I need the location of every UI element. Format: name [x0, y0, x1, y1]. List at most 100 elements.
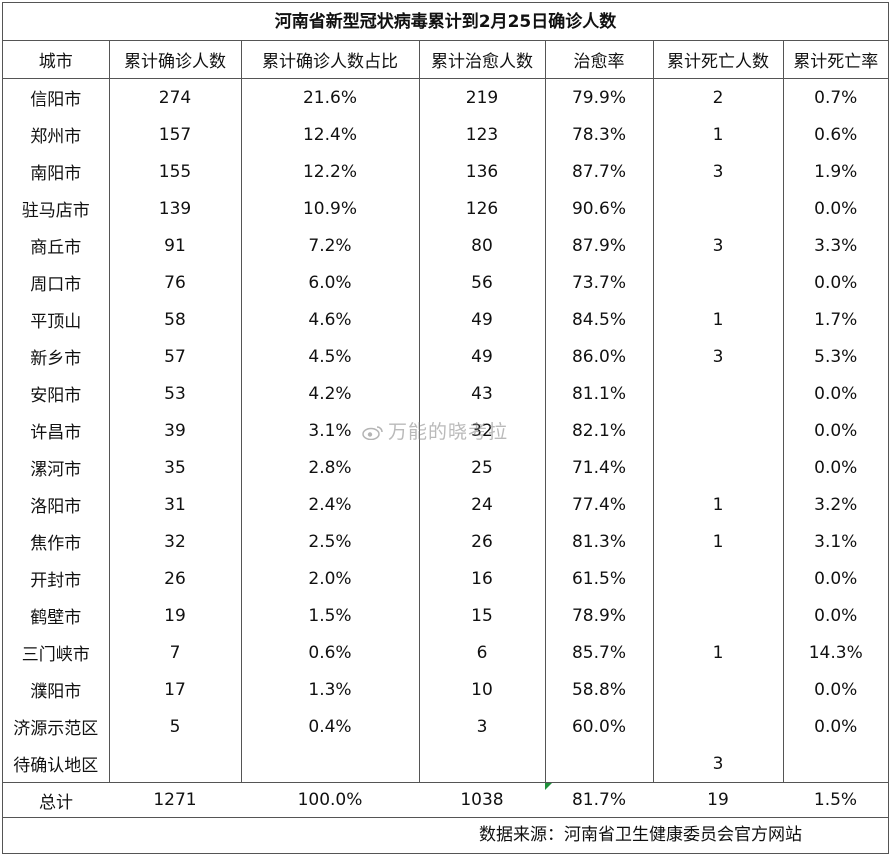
cell-confirmed: 53	[109, 375, 242, 412]
cell-cured: 126	[419, 190, 546, 227]
table-row: 许昌市 39 3.1% 32 82.1% 0.0%	[3, 412, 888, 449]
cell-cured: 6	[419, 634, 546, 671]
cell-deaths: 1	[653, 116, 784, 153]
cell-cured	[419, 745, 546, 783]
cell-confirmed: 5	[109, 708, 242, 745]
cell-death-rate: 14.3%	[808, 642, 863, 663]
cell-deaths: 1	[653, 486, 784, 523]
table-row: 南阳市 155 12.2% 136 87.7% 3 1.9%	[3, 153, 888, 190]
cell-city: 洛阳市	[3, 486, 110, 523]
total-label: 总计	[3, 782, 109, 818]
cell-confirmed: 26	[109, 560, 242, 597]
cell-deaths: 1	[653, 301, 784, 338]
cell-cured: 80	[419, 227, 546, 264]
cell-cure-rate: 90.6%	[545, 190, 654, 227]
header-confirmed-share: 累计确诊人数占比	[241, 41, 420, 79]
cell-cured: 10	[419, 671, 546, 708]
cell-city: 新乡市	[3, 338, 110, 375]
table-row: 安阳市 53 4.2% 43 81.1% 0.0%	[3, 375, 888, 412]
cell-cured: 15	[419, 597, 546, 634]
cell-death-rate: 0.0%	[814, 679, 858, 700]
cell-cure-rate: 73.7%	[545, 264, 654, 301]
cell-death-rate: 0.0%	[814, 716, 858, 737]
table-row: 鹤壁市 19 1.5% 15 78.9% 0.0%	[3, 597, 888, 634]
table-row: 济源示范区 5 0.4% 3 60.0% 0.0%	[3, 708, 888, 745]
cell-confirmed: 32	[109, 523, 242, 560]
cell-death-rate	[783, 745, 888, 783]
cell-cure-rate: 86.0%	[545, 338, 654, 375]
cell-confirmed-share: 1.3%	[241, 671, 420, 708]
data-table: 城市 累计确诊人数 累计确诊人数占比 累计治愈人数 治愈率 累计死亡人数 累计死…	[3, 41, 888, 818]
cell-death-rate: 1.9%	[814, 161, 858, 182]
cell-confirmed: 39	[109, 412, 242, 449]
total-confirmed-share: 100.0%	[241, 782, 419, 818]
table-row: 焦作市 32 2.5% 26 81.3% 1 3.1%	[3, 523, 888, 560]
cell-death-rate: 0.0%	[814, 605, 858, 626]
header-row: 城市 累计确诊人数 累计确诊人数占比 累计治愈人数 治愈率 累计死亡人数 累计死…	[3, 41, 888, 79]
cell-deaths	[653, 708, 784, 745]
cell-cure-rate: 60.0%	[545, 708, 654, 745]
cell-cure-rate	[545, 745, 654, 783]
cell-deaths	[653, 597, 784, 634]
cell-confirmed-share: 4.5%	[241, 338, 420, 375]
cell-deaths: 1	[653, 523, 784, 560]
cell-confirmed: 274	[109, 78, 242, 116]
cell-death-rate: 0.0%	[814, 383, 858, 404]
header-confirmed: 累计确诊人数	[109, 41, 242, 79]
cell-death-rate: 0.0%	[814, 568, 858, 589]
cell-cured: 49	[419, 301, 546, 338]
cell-cure-rate: 82.1%	[545, 412, 654, 449]
cell-cure-rate: 58.8%	[545, 671, 654, 708]
cell-confirmed: 7	[109, 634, 242, 671]
cell-city: 焦作市	[3, 523, 110, 560]
cell-deaths: 2	[653, 78, 784, 116]
cell-confirmed-share: 3.1%	[241, 412, 420, 449]
cell-death-rate: 3.2%	[814, 494, 858, 515]
cell-cured: 56	[419, 264, 546, 301]
cell-death-rate: 1.7%	[814, 309, 858, 330]
header-cured: 累计治愈人数	[419, 41, 546, 79]
total-row: 总计 1271 100.0% 1038 81.7% 19 1.5%	[3, 782, 888, 818]
table-row: 待确认地区 3	[3, 745, 888, 783]
cell-deaths	[653, 449, 784, 486]
cell-confirmed-share: 4.6%	[241, 301, 420, 338]
table-row: 濮阳市 17 1.3% 10 58.8% 0.0%	[3, 671, 888, 708]
cell-cured: 24	[419, 486, 546, 523]
cell-cured: 32	[419, 412, 546, 449]
cell-confirmed: 35	[109, 449, 242, 486]
cell-confirmed-share: 2.4%	[241, 486, 420, 523]
cell-confirmed: 17	[109, 671, 242, 708]
cell-confirmed: 155	[109, 153, 242, 190]
total-cure-rate: 81.7%	[545, 782, 653, 818]
cell-cured: 16	[419, 560, 546, 597]
cell-confirmed: 157	[109, 116, 242, 153]
cell-confirmed: 31	[109, 486, 242, 523]
cell-confirmed-share	[241, 745, 420, 783]
cell-city: 濮阳市	[3, 671, 110, 708]
header-death-rate: 累计死亡率	[783, 41, 888, 79]
cell-confirmed-share: 2.0%	[241, 560, 420, 597]
total-death-rate: 1.5%	[783, 782, 888, 818]
cell-cure-rate: 81.3%	[545, 523, 654, 560]
cell-cure-rate: 78.9%	[545, 597, 654, 634]
table-row: 郑州市 157 12.4% 123 78.3% 1 0.6%	[3, 116, 888, 153]
cell-confirmed-share: 12.2%	[241, 153, 420, 190]
table-row: 开封市 26 2.0% 16 61.5% 0.0%	[3, 560, 888, 597]
cell-city: 驻马店市	[3, 190, 110, 227]
cell-cured: 3	[419, 708, 546, 745]
cell-confirmed-share: 1.5%	[241, 597, 420, 634]
cell-confirmed: 57	[109, 338, 242, 375]
cell-confirmed: 58	[109, 301, 242, 338]
cell-deaths	[653, 190, 784, 227]
cell-deaths	[653, 560, 784, 597]
cell-death-rate: 0.0%	[814, 198, 858, 219]
table-row: 漯河市 35 2.8% 25 71.4% 0.0%	[3, 449, 888, 486]
cell-cured: 136	[419, 153, 546, 190]
cell-cure-rate: 78.3%	[545, 116, 654, 153]
cell-deaths	[653, 671, 784, 708]
cell-death-rate: 0.6%	[814, 124, 858, 145]
header-deaths: 累计死亡人数	[653, 41, 784, 79]
cell-confirmed-share: 2.5%	[241, 523, 420, 560]
cell-confirmed: 139	[109, 190, 242, 227]
